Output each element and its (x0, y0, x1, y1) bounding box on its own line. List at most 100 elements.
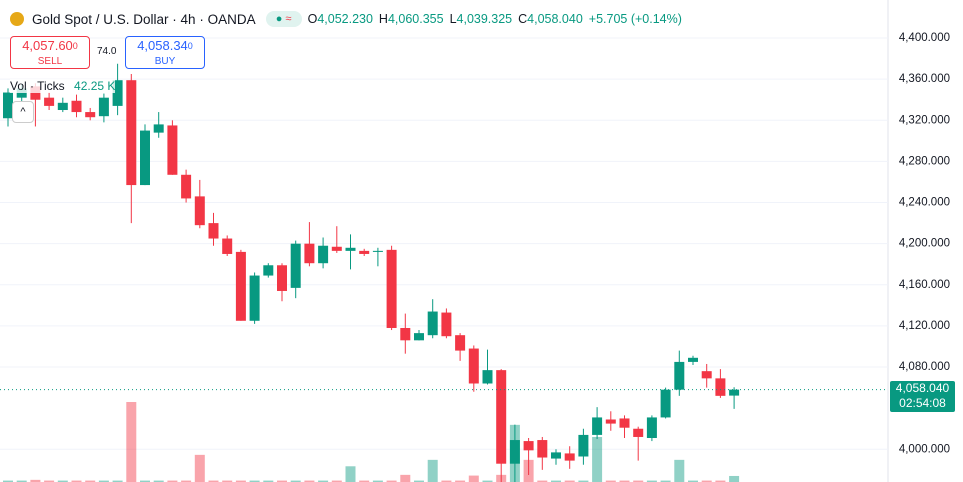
candle-body (414, 333, 424, 341)
price-tag-value: 4,058.040 (895, 381, 950, 395)
open-label: O (307, 12, 318, 26)
candle-body (674, 361, 685, 390)
close-label: C (518, 12, 528, 26)
candle-body (715, 378, 726, 396)
candle-body (30, 86, 41, 100)
volume-bar (455, 480, 466, 482)
candle-body (331, 246, 342, 251)
price-tag: 4,058.040 02:54:08 (890, 381, 955, 412)
volume-bar (646, 480, 657, 482)
candle-body (345, 247, 356, 251)
collapse-button[interactable]: ^ (12, 101, 34, 123)
volume-bar (57, 480, 68, 482)
candle-body (619, 418, 630, 428)
volume-bar (729, 475, 740, 482)
candle-body (605, 419, 616, 424)
y-tick-label: 4,200.000 (899, 238, 950, 250)
candle-body (523, 441, 534, 451)
candle-body (98, 97, 109, 117)
high-value: 4,060.355 (387, 12, 444, 26)
volume-bar (318, 480, 329, 482)
open-value: 4,052.230 (317, 12, 373, 26)
low-value: 4,039.325 (456, 12, 513, 26)
volume-bar (619, 480, 630, 482)
volume-bar (208, 480, 219, 482)
buy-sup: 0 (187, 41, 193, 51)
volume-bar (181, 480, 192, 482)
volume-bar (304, 480, 315, 482)
candle-body (578, 434, 589, 457)
candle-body (194, 196, 205, 226)
volume-bar (290, 480, 301, 482)
buy-button[interactable]: 4,058.340 BUY (125, 36, 205, 69)
candle-body (167, 125, 178, 175)
spread: 74.0 (97, 46, 117, 57)
candle-body (468, 348, 479, 384)
candle-body (57, 102, 68, 111)
volume-legend: Vol · Ticks 42.25 K (10, 79, 116, 93)
candle-body (701, 371, 712, 379)
volume-bar (551, 480, 561, 482)
volume-bar (345, 466, 356, 482)
volume-bar (592, 437, 603, 482)
status-pill[interactable]: ● ≈ (265, 11, 302, 27)
volume-bar (331, 480, 342, 482)
volume-bar (153, 480, 164, 482)
volume-title[interactable]: Vol · Ticks (10, 79, 65, 93)
legend-bar: Gold Spot / U.S. Dollar · 4h · OANDA ● ≈… (10, 10, 682, 28)
volume-bar (715, 480, 726, 482)
buy-price: 4,058.34 (137, 38, 188, 53)
countdown: 02:54:08 (899, 396, 946, 410)
candle-body (386, 249, 397, 328)
volume-bar (578, 480, 589, 482)
candle-body (592, 417, 603, 435)
volume-bar (235, 480, 246, 482)
volume-bar (688, 480, 698, 482)
close-value: 4,058.040 (527, 12, 583, 26)
candle-body (688, 357, 698, 362)
candle-body (496, 370, 507, 464)
symbol-title[interactable]: Gold Spot / U.S. Dollar · 4h · OANDA (32, 11, 256, 27)
change-value: +5.705 (+0.14%) (588, 12, 682, 26)
candle-body (3, 92, 13, 119)
candle-body (537, 440, 548, 458)
volume-bar (112, 480, 123, 482)
candle-body (44, 97, 55, 106)
candle-body (729, 389, 740, 396)
candle-body (633, 428, 644, 437)
y-tick-label: 4,320.000 (899, 114, 950, 126)
candle-body (427, 311, 438, 336)
candle-body (372, 250, 383, 252)
high-label: H (378, 12, 388, 26)
volume-bar (194, 454, 205, 482)
volume-value: 42.25 K (74, 79, 116, 93)
volume-bar (16, 480, 27, 482)
volume-bar (167, 480, 178, 482)
volume-bar (71, 480, 82, 482)
volume-bar (400, 474, 411, 482)
candle-body (126, 80, 137, 186)
volume-bar (386, 480, 397, 482)
volume-bar (482, 480, 493, 482)
volume-bar (249, 480, 260, 482)
candle-body (359, 250, 370, 254)
volume-bar (30, 479, 41, 482)
candle-body (16, 88, 27, 98)
candle-body (277, 265, 287, 291)
candle-body (71, 100, 82, 113)
volume-bar (537, 480, 548, 482)
y-tick-label: 4,360.000 (899, 73, 950, 85)
candle-body (153, 124, 164, 133)
sell-sup: 0 (72, 41, 78, 51)
candle-body (290, 243, 301, 288)
candle-body (249, 275, 260, 321)
sell-button[interactable]: 4,057.600 SELL (10, 36, 90, 69)
volume-bar (414, 480, 424, 482)
candle-body (441, 312, 452, 337)
sell-price: 4,057.60 (22, 38, 73, 53)
sell-label: SELL (37, 56, 63, 67)
candle-body (222, 238, 233, 254)
volume-bar (564, 480, 575, 482)
y-tick-label: 4,120.000 (899, 320, 950, 332)
